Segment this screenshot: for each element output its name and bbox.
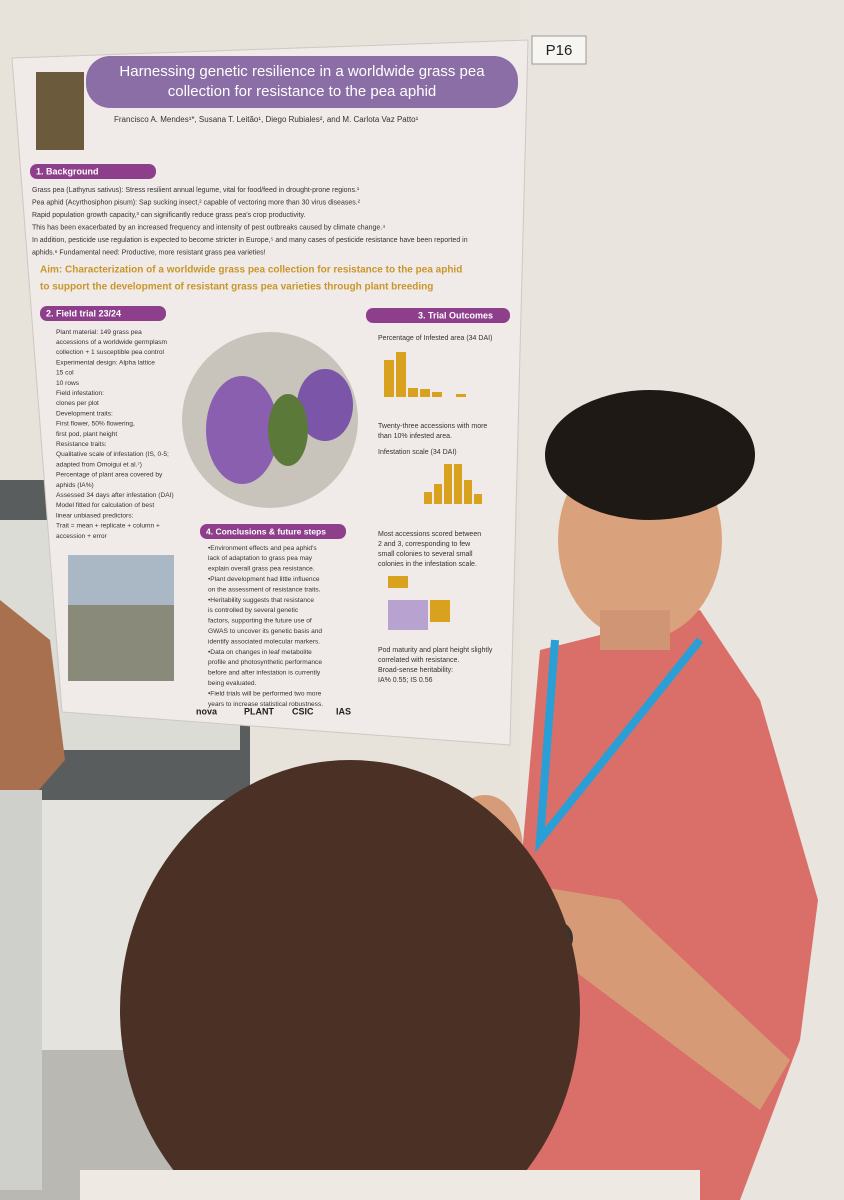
conclusion-line: lack of adaptation to grass pea may [208,555,313,562]
conclusion-line: •Plant development had little influence [208,576,320,583]
conclusion-line: on the assessment of resistance traits. [208,586,321,593]
section-heading: 4. Conclusions & future steps [206,526,326,536]
flower-petal [206,376,278,484]
left-arm [0,600,65,800]
outcome-line: Twenty-three accessions with more [378,423,487,430]
title-banner [86,56,518,108]
poster-tag: P16 [546,42,573,59]
conclusion-line: before and after infestation is currentl… [208,670,321,677]
conclusion-line: •Field trials will be performed two more [208,690,322,697]
field-trial-line: accessions of a worldwide germplasm [56,339,168,346]
outcome-line: colonies in the infestation scale. [378,561,477,568]
conclusion-line: being evaluated. [208,680,257,687]
flower-petal [297,369,353,441]
flower-bud [268,394,308,466]
background-line: aphids.⁶ Fundamental need: Productive, m… [32,249,266,256]
section-heading-bg [200,524,346,539]
conclusion-line: GWAS to uncover its genetic basis and [208,628,322,635]
field-trial-line: Resistance traits: [56,441,107,448]
logo: PLANT [244,706,274,716]
logo: CSIC [292,706,314,716]
background-line: This has been exacerbated by an increase… [32,224,385,231]
outcome-line: Infestation scale (34 DAI) [378,449,457,456]
aim-line: Aim: Characterization of a worldwide gra… [40,265,462,276]
field-trial-line: aphids (IA%) [56,482,94,489]
field-trial-line: linear unbiased predictors: [56,512,134,519]
field-trial-line: Model fitted for calculation of best [56,502,154,509]
field-trial-line: first pod, plant height [56,431,117,438]
outcome-line: Pod maturity and plant height slightly [378,647,493,654]
hair [545,390,755,520]
outcome-line: than 10% infested area. [378,433,452,440]
background-line: Grass pea (Lathyrus sativus): Stress res… [32,187,360,194]
field-trial-line: Percentage of plant area covered by [56,472,163,479]
logo: IAS [336,706,351,716]
outcome-line: Most accessions scored between [378,531,481,538]
field-trial-line: 10 rows [56,380,80,387]
outcome-line: Percentage of Infested area (34 DAI) [378,335,492,342]
poster-authors: Francisco A. Mendes¹*, Susana T. Leitão¹… [114,115,419,124]
field-trial-line: adapted from Omoigui et al.⁷) [56,461,142,468]
left-person-shirt [0,790,42,1190]
lanyard [535,637,704,853]
field-trial-line: Development traits: [56,410,113,417]
poster-logo-photo [36,72,84,150]
foreground-hair [120,760,580,1200]
section-heading: 2. Field trial 23/24 [46,308,121,318]
field-trial-line: Trait = mean + replicate + column + [56,523,160,530]
section-heading: 1. Background [36,166,99,176]
section-heading-bg [40,306,166,321]
neck [600,610,670,650]
conclusion-line: identify associated molecular markers. [208,638,320,645]
field-trial-line: Assessed 34 days after infestation (DAI) [56,492,174,499]
outcome-line: 2 and 3, corresponding to few [378,541,471,548]
poster-title: collection for resistance to the pea aph… [168,83,437,100]
conclusion-line: •Heritability suggests that resistance [208,597,314,604]
outcome-line: IA% 0.55; IS 0.56 [378,677,433,684]
conclusion-line: is controlled by several genetic [208,607,299,614]
poster-title: Harnessing genetic resilience in a world… [119,63,485,80]
field-sky [68,555,174,605]
conclusion-line: explain overall grass pea resistance. [208,566,315,573]
tag-box [531,35,587,65]
field-trial-line: 15 col [56,370,74,377]
conclusion-line: years to increase statistical robustness… [208,701,323,708]
field-trial-line: Plant material: 149 grass pea [56,329,142,336]
section-heading: 3. Trial Outcomes [418,310,493,320]
conclusion-line: factors, supporting the future use of [208,618,312,625]
section-heading-bg [30,164,156,179]
background-line: Pea aphid (Acyrthosiphon pisum): Sap suc… [32,199,361,206]
conclusion-line: •Environment effects and pea aphid's [208,545,317,552]
background-line: Rapid population growth capacity,³ can s… [32,212,305,219]
field-trial-line: collection + 1 susceptible pea control [56,349,164,356]
field-trial-line: Qualitative scale of infestation (IS, 0-… [56,451,169,458]
field-trial-line: Experimental design: Alpha lattice [56,359,155,366]
logo: nova [196,706,218,716]
aim-line: to support the development of resistant … [40,282,433,293]
field-trial-line: Field infestation: [56,390,104,397]
conclusion-line: profile and photosynthetic performance [208,659,322,666]
field-trial-line: accession + error [56,533,108,540]
field-trial-line: First flower, 50% flowering, [56,421,135,428]
foreground-shirt [80,1170,700,1200]
section-heading-bg [366,308,510,323]
mini-heatmap [388,600,428,630]
conclusion-line: •Data on changes in leaf metabolite [208,649,312,656]
outcome-line: small colonies to several small [378,551,473,558]
field-trial-line: clones per plot [56,400,99,407]
outcome-line: Broad-sense heritability: [378,667,453,674]
outcome-line: correlated with resistance. [378,657,459,664]
mini-chart [384,352,482,622]
background-line: In addition, pesticide use regulation is… [32,237,468,244]
